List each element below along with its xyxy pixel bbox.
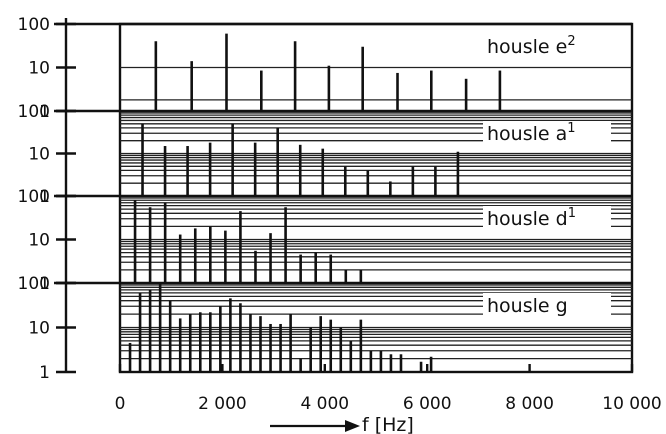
panel-label-bg — [483, 121, 611, 146]
panel-label: housle d1 — [487, 206, 576, 230]
x-axis-arrow-head — [345, 420, 360, 432]
panel-label-superscript: 2 — [567, 34, 575, 49]
y-tick-label: 10 — [28, 319, 50, 339]
y-tick-label: 10 — [28, 231, 50, 251]
x-tick-label: 6 000 — [403, 394, 452, 414]
panel-label-bg — [483, 206, 611, 231]
panel-label: housle e2 — [487, 34, 576, 58]
panel-3: housle d1 — [54, 194, 632, 283]
panel-label-bg — [483, 34, 611, 59]
y-tick-label: 10 — [28, 145, 50, 165]
x-axis-label: f [Hz] — [362, 414, 414, 434]
y-tick-label: 1 — [39, 363, 50, 383]
x-tick-label: 8 000 — [505, 394, 554, 414]
y-tick-label: 1 — [39, 187, 50, 207]
y-tick-label: 100 — [18, 15, 50, 35]
panel-label-superscript: 1 — [567, 121, 575, 136]
panel-label: housle a1 — [487, 121, 576, 145]
y-tick-label: 10 — [28, 59, 50, 79]
x-tick-label: 0 — [115, 394, 126, 414]
panel-label: housle g — [487, 295, 568, 317]
y-tick-label: 100 — [18, 274, 50, 294]
panel-1: housle e2 — [54, 22, 632, 111]
panel-label-superscript: 1 — [568, 206, 576, 221]
panels-layer: housle e2 housle a1 housle d1 housle g — [54, 22, 634, 374]
x-tick-label: 10 000 — [602, 394, 661, 414]
x-axis-layer: 0 2 000 4 000 6 000 8 000 10 000 f [Hz] — [115, 364, 662, 434]
y-tick-label: 100 — [18, 187, 50, 207]
panel-label-bg — [483, 293, 611, 318]
x-tick-label: 4 000 — [300, 394, 349, 414]
panel-2: housle a1 — [54, 109, 632, 196]
panel-4: housle g — [54, 281, 632, 372]
y-tick-label: 1 — [39, 102, 50, 122]
x-tick-label: 2 000 — [198, 394, 247, 414]
y-tick-label: 100 — [18, 102, 50, 122]
y-tick-label: 1 — [39, 274, 50, 294]
